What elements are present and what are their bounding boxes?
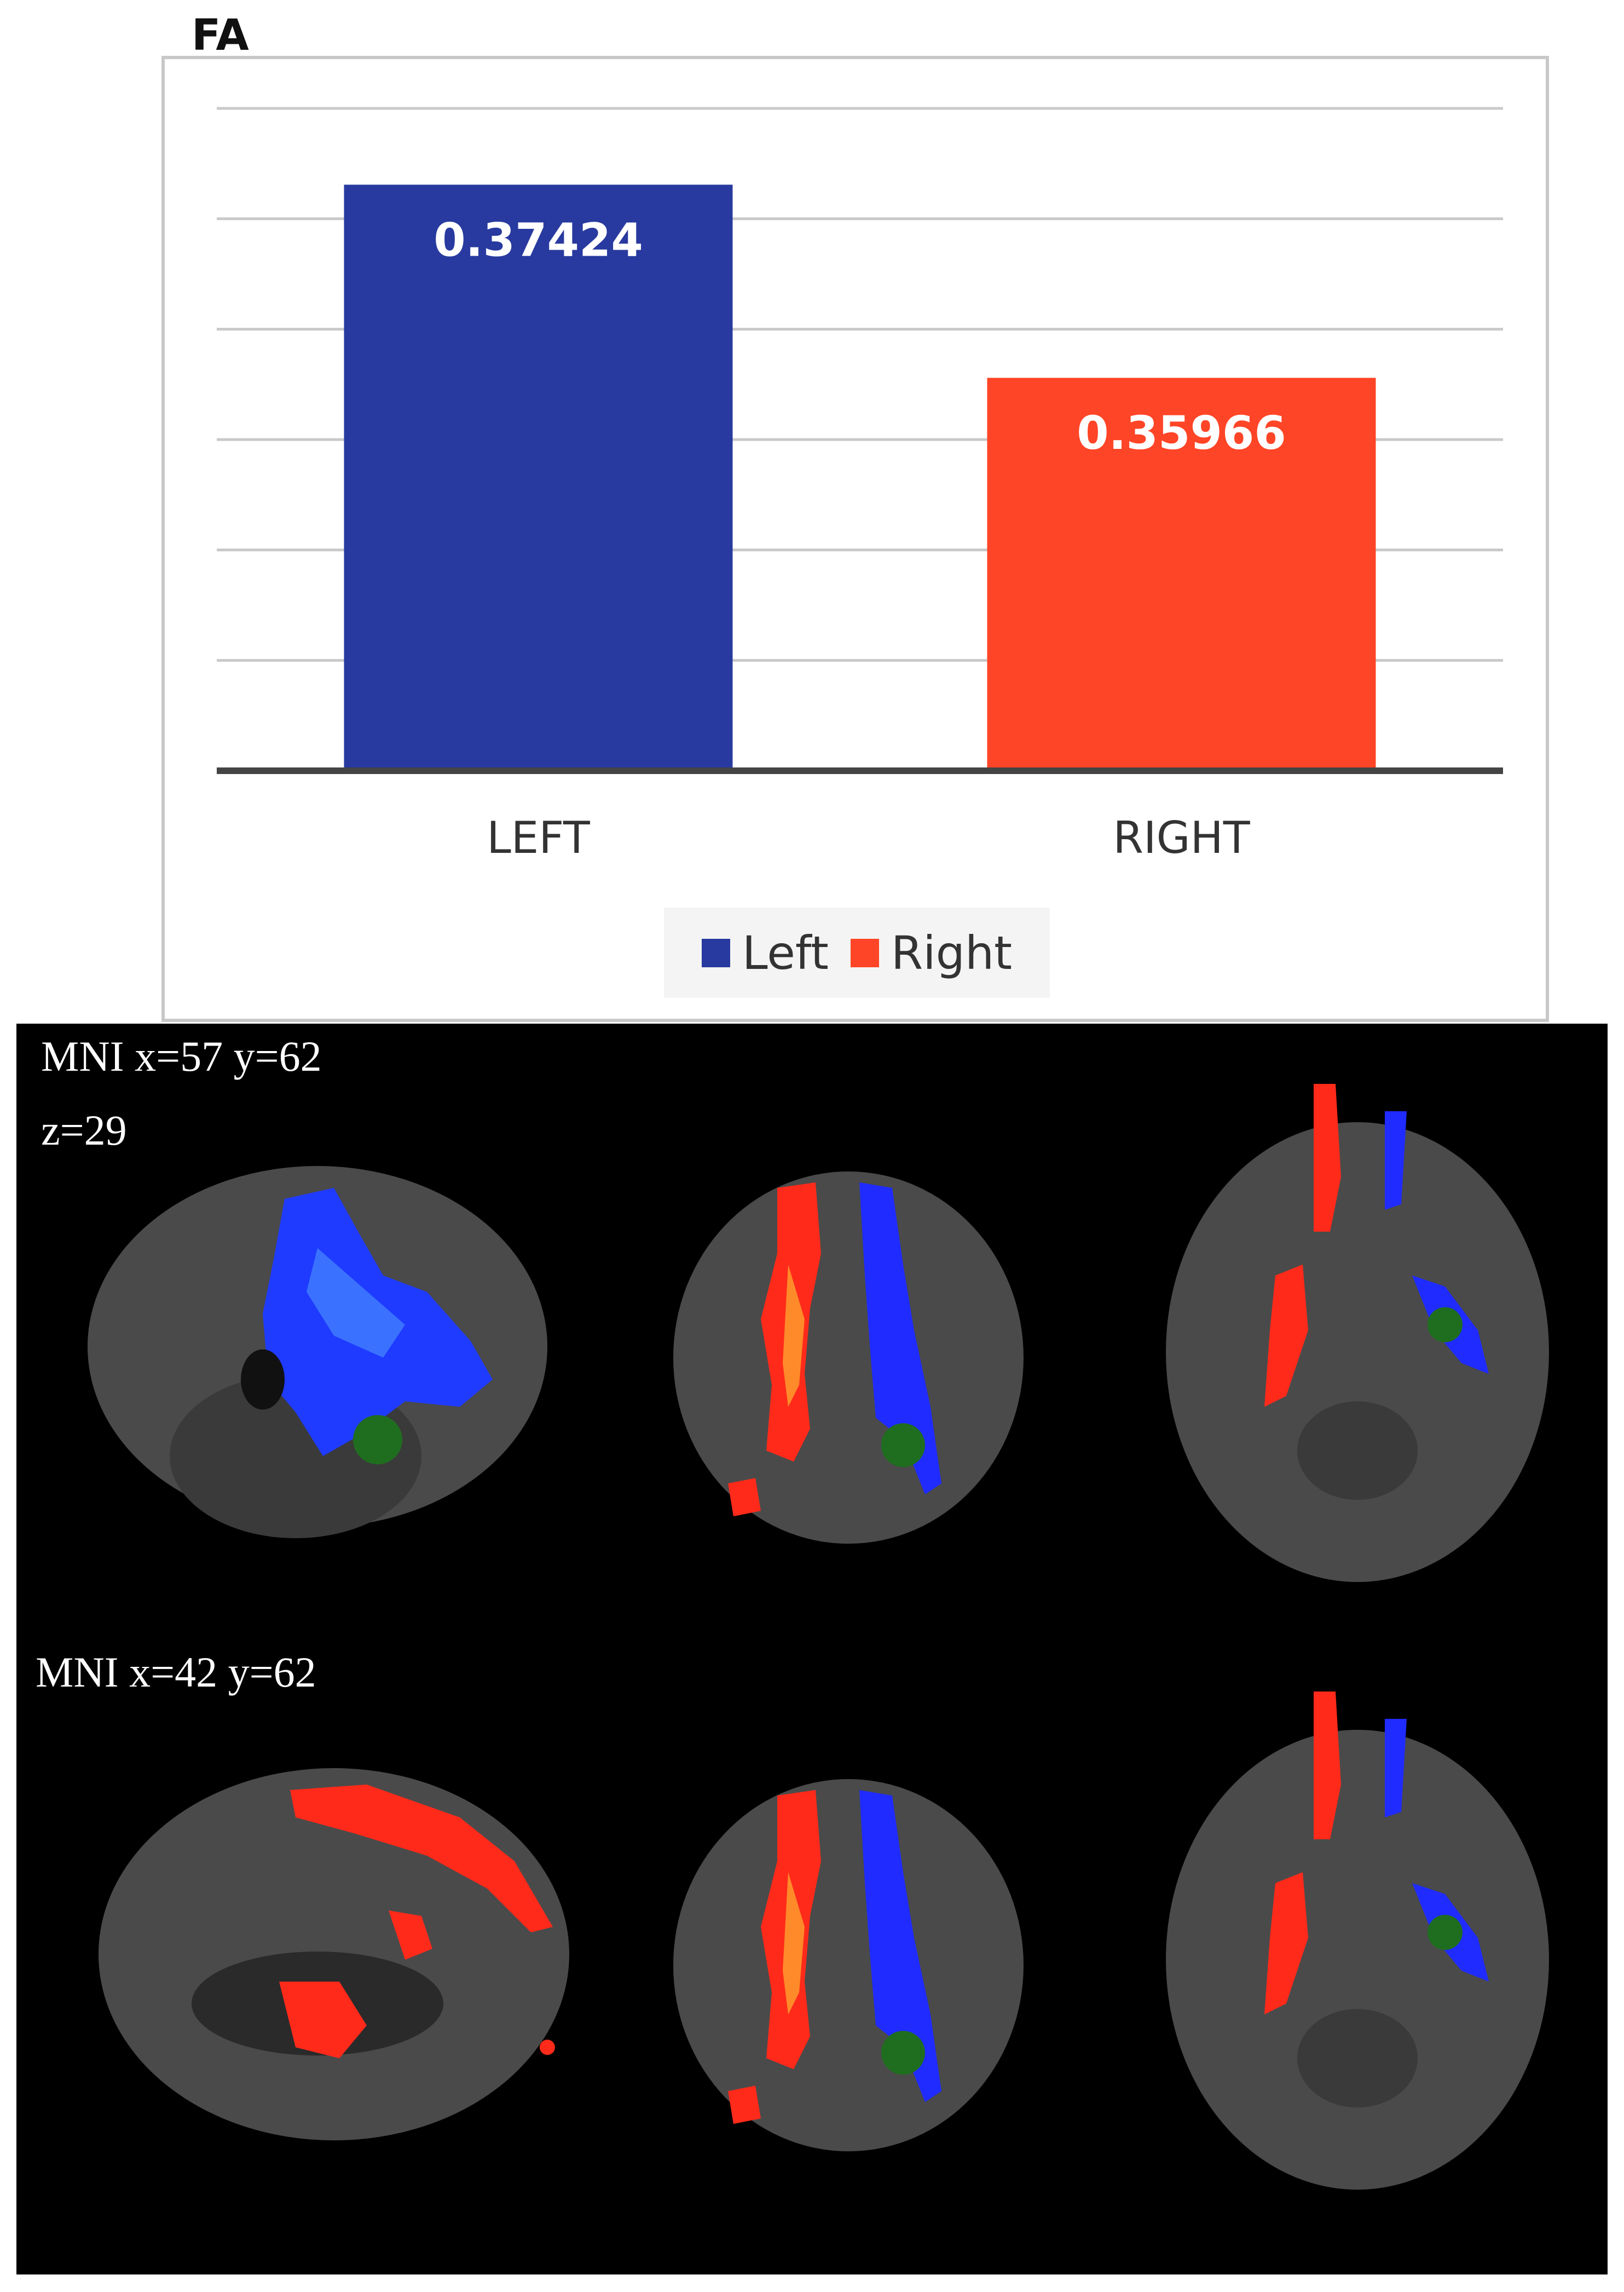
category-label-left: LEFT [487, 812, 591, 863]
coronal-brain-row1 [673, 1171, 1024, 1544]
chart-title: FA [192, 11, 249, 60]
legend-swatch-right [850, 938, 879, 967]
coronal-brain-row2 [673, 1779, 1024, 2151]
bar-left [344, 184, 733, 771]
value-label-left: 0.37424 [434, 213, 643, 267]
bar-chart: 0.37424 LEFT 0.35966 RIGHT [217, 107, 1503, 863]
mni-z-row1: z=29 [41, 1106, 127, 1154]
axial-brain-row1 [1166, 1084, 1549, 1582]
mni-coords-row1: MNI x=57 y=62 [41, 1032, 322, 1080]
chart-legend: Left Right [664, 908, 1050, 998]
chart-frame: 0.37424 LEFT 0.35966 RIGHT Left Right [161, 56, 1549, 1022]
mni-coords-row2: MNI x=42 y=62 [36, 1648, 316, 1696]
brain-image-panel: MNI x=57 y=62 z=29 MNI x=42 y=62 [16, 1024, 1608, 2274]
category-label-right: RIGHT [1113, 812, 1250, 863]
sagittal-brain-row2 [99, 1768, 569, 2140]
legend-label-left: Left [742, 926, 829, 980]
legend-swatch-left [701, 938, 730, 967]
sagittal-brain-row1 [88, 1166, 547, 1538]
legend-label-right: Right [891, 926, 1013, 980]
value-label-right: 0.35966 [1077, 406, 1286, 460]
legend-item-left: Left [701, 926, 829, 980]
axial-brain-row2 [1166, 1691, 1549, 2190]
legend-item-right: Right [850, 926, 1013, 980]
bar-right [987, 378, 1376, 771]
